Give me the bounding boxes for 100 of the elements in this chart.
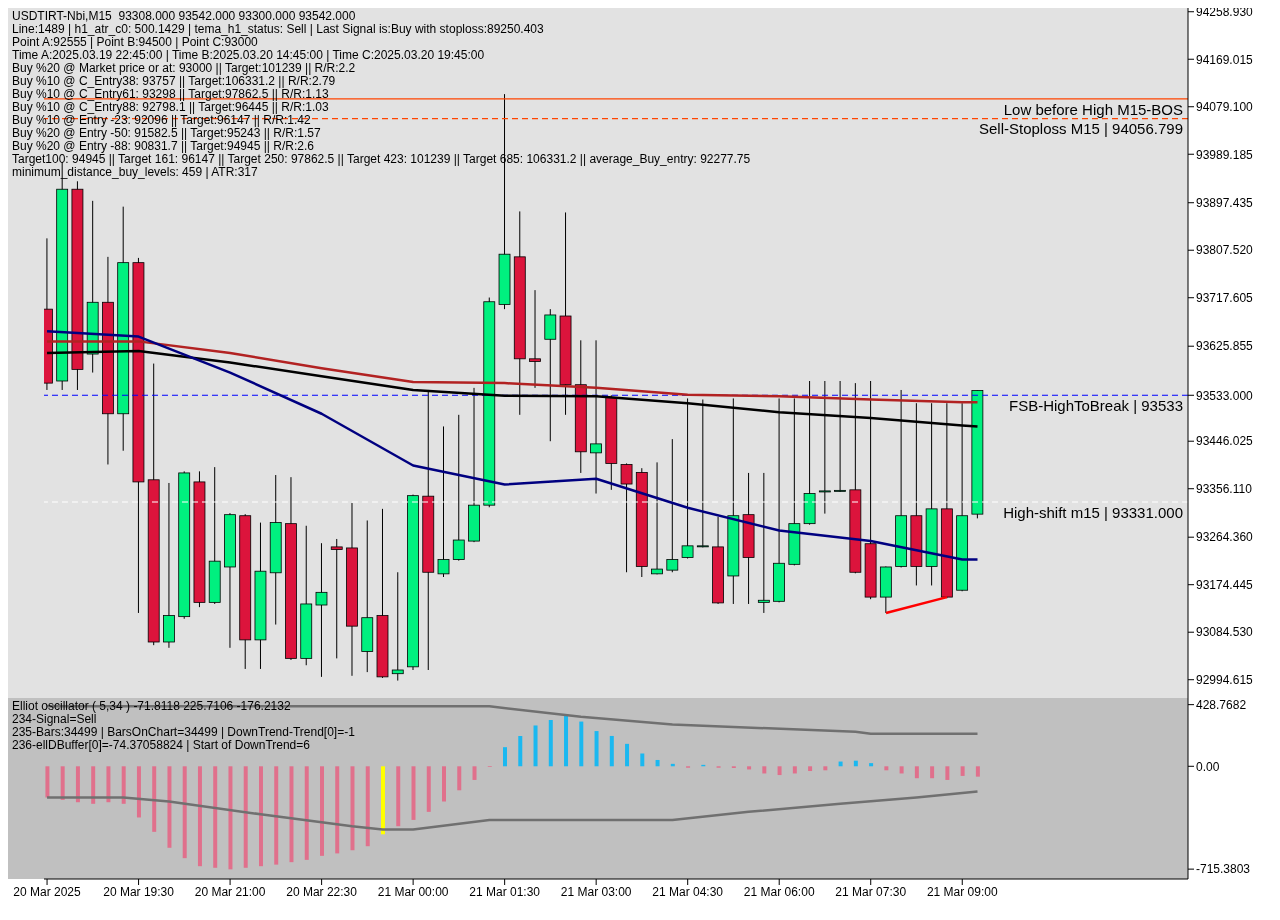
bar [243,766,248,868]
bar [960,766,965,776]
y-tick-label: 93264.360 [1196,530,1254,545]
bar [289,766,294,863]
bar [792,766,797,774]
chart-title: Elliot oscillator ( 5,34 ) -71.8118 225.7106 -176.2132 [12,699,292,713]
bar [167,766,172,848]
bar [914,766,919,779]
bar [45,766,50,798]
bar [442,766,447,802]
bar [640,753,645,767]
bar [853,760,858,767]
y-tick-label: 94258.930 [1196,5,1254,19]
bar [823,766,828,771]
bar [579,721,584,767]
y-tick-label: 0.00 [1196,759,1220,774]
candlestick [620,462,633,573]
x-tick-label: 20 Mar 2025 [13,884,82,899]
bar [503,747,508,767]
annotation: Time A:2025.03.19 22:45:00 | Time B:2025.03.20 14:45:00 | Time C:2025.03.20 19:45:00 [12,48,486,62]
bar [762,766,767,774]
annotation: Point A:92555 | Point B:94500 | Point C:93000 [12,35,258,49]
bar [197,766,202,867]
annotation: Buy %10 @ C_Entry61: 93298 || Target:97862.5 || R/R:1.13 [12,87,330,101]
bar [747,766,752,770]
y-tick-label: 93174.445 [1196,577,1254,592]
bar [625,743,630,767]
candlestick [330,538,343,659]
bar [106,766,111,803]
bar [564,715,569,767]
x-tick-label: 21 Mar 09:00 [926,884,998,899]
candlestick [529,289,541,389]
x-tick-label: 21 Mar 04:30 [652,884,724,899]
candlestick [437,425,450,578]
bar [182,766,187,859]
x-tick-label: 21 Mar 07:30 [835,884,907,899]
y-tick-label: 94169.015 [1196,52,1254,67]
bar [274,766,279,865]
bar [609,735,614,767]
bar [258,766,263,867]
y-tick-label: 93084.530 [1196,625,1254,640]
annotation: Buy %20 @ Entry -50: 91582.5 || Target:95243 || R/R:1.57 [12,126,322,140]
chart-title: USDTIRT-Nbi,M15 93308.000 93542.000 93300.000 93542.000 [12,9,357,23]
bar [533,725,538,767]
line-series [45,330,979,561]
x-tick-label: 20 Mar 21:00 [194,884,266,899]
bar [975,766,980,777]
ref-line-label: High-shift m15 | 93331.000 [1003,503,1183,521]
bar [945,766,950,780]
bar [884,766,889,771]
bar [457,766,462,791]
y-tick-label: 93446.025 [1196,434,1254,449]
bar [899,766,904,774]
annotation: Line:1489 | h1_atr_c0: 500.1429 | tema_h1_status: Sell | Last Signal is:Buy with stoploss:89250.403 [12,22,545,36]
x-tick-label: 21 Mar 03:00 [560,884,632,899]
y-tick-label: 93897.435 [1196,195,1254,210]
bar [655,759,660,767]
y-tick-label: 93717.605 [1196,290,1254,305]
x-tick-label: 21 Mar 00:00 [377,884,449,899]
annotation: Buy %20 @ Entry -88: 90831.7 || Target:94945 || R/R:2.6 [12,139,315,153]
candlestick [391,571,404,682]
annotation: 235-Bars:34499 | BarsOnChart=34499 | DownTrend-Trend[0]=-1 [12,725,355,739]
ref-line-label: FSB-HighToBreak | 93533 [1009,396,1183,414]
annotation: Buy %10 @ C_Entry88: 92798.1 || Target:96445 || R/R:1.03 [12,100,330,114]
bar [335,766,340,854]
bar [548,720,553,767]
bar [152,766,157,832]
annotation: Buy %10 @ C_Entry38: 93757 || Target:106331.2 || R/R:2.79 [12,74,337,88]
bar [426,766,431,812]
y-tick-label: 93356.110 [1196,481,1253,496]
y-tick-label: 93625.855 [1196,339,1254,354]
annotation: 234-Signal=Sell [12,712,98,726]
x-tick-label: 21 Mar 01:30 [469,884,541,899]
bar [75,766,80,803]
bar [60,766,65,800]
candlestick [666,438,679,573]
bar [396,766,401,827]
bar [319,766,324,856]
y-tick-label: 93807.520 [1196,243,1254,258]
y-tick-label: 428.7682 [1196,697,1247,712]
bar [91,766,96,804]
candlestick [757,472,770,614]
bar [930,766,935,779]
bar [136,766,141,818]
annotation: 236-ellDBuffer[0]=-74.37058824 | Start of DownTrend=6 [12,738,310,752]
bar [777,766,782,776]
bar [381,766,385,835]
line-series [45,790,979,831]
y-tick-label: 92994.615 [1196,672,1254,687]
y-tick-label: -715.3803 [1196,862,1251,877]
line-series [45,340,979,404]
bar [304,766,309,860]
ref-line-label: Sell-Stoploss M15 | 94056.799 [978,120,1183,138]
x-tick-label: 20 Mar 19:30 [103,884,175,899]
ref-line-label: Low before High M15-BOS [1003,100,1183,118]
annotation: Buy %20 @ Market price or at: 93000 || Target:101239 || R/R:2.2 [12,61,357,75]
bar [808,766,813,772]
bar [869,763,874,767]
bar [472,766,477,780]
y-tick-label: 93989.185 [1196,147,1254,162]
